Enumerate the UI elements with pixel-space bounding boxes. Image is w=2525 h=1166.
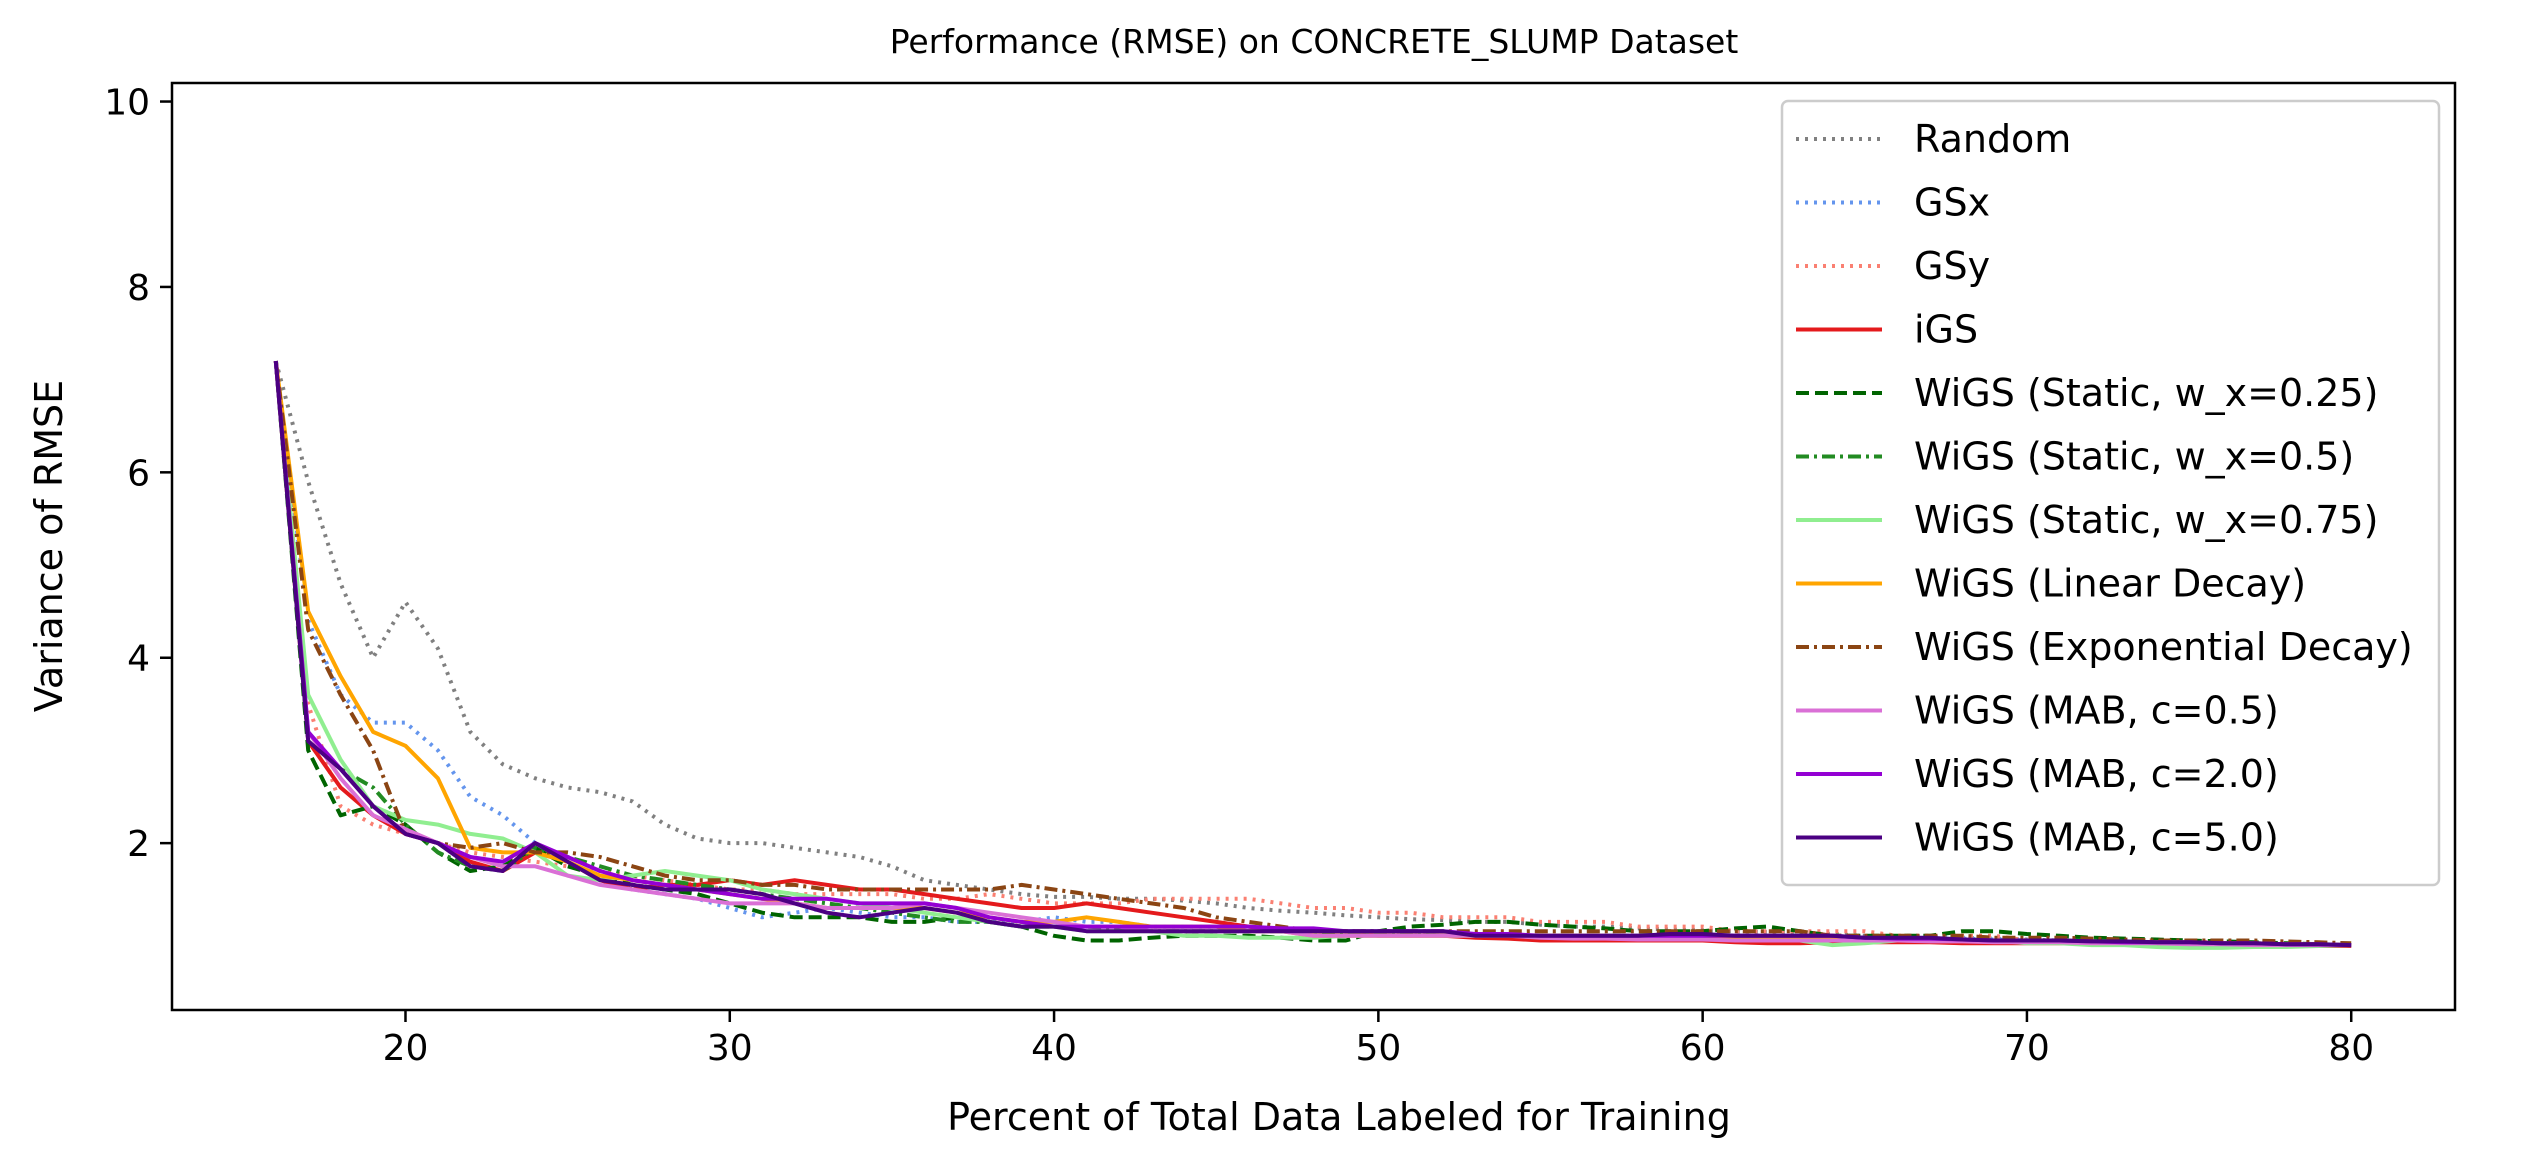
- y-tick-label: 10: [104, 83, 150, 124]
- y-tick-label: 8: [127, 268, 150, 309]
- legend-label: WiGS (Static, w_x=0.5): [1914, 435, 2354, 479]
- x-axis: 20 30 40 50 60 70 80: [383, 1010, 2374, 1069]
- series-line-0: [273, 360, 2352, 948]
- legend-label: WiGS (Linear Decay): [1914, 562, 2306, 606]
- y-tick-label: 2: [127, 824, 150, 865]
- plot-frame: [170, 81, 2457, 1012]
- y-tick-label: 4: [127, 639, 150, 680]
- legend-label: WiGS (Exponential Decay): [1914, 625, 2413, 669]
- legend-label: WiGS (MAB, c=5.0): [1914, 816, 2279, 860]
- x-tick-label: 30: [707, 1028, 753, 1069]
- y-axis-label: Variance of RMSE: [27, 380, 71, 712]
- legend-label: WiGS (Static, w_x=0.25): [1914, 371, 2378, 415]
- series-lines: [273, 360, 2352, 950]
- y-axis: 2 4 6 8 10: [104, 83, 172, 865]
- x-tick-label: 80: [2328, 1028, 2374, 1069]
- x-tick-label: 50: [1355, 1028, 1401, 1069]
- x-axis-label: Percent of Total Data Labeled for Traini…: [947, 1095, 1731, 1139]
- legend-label: iGS: [1914, 308, 1978, 352]
- x-tick-label: 60: [1680, 1028, 1726, 1069]
- y-tick-label: 6: [127, 453, 150, 494]
- legend-label: GSx: [1914, 181, 1990, 225]
- legend-label: WiGS (Static, w_x=0.75): [1914, 498, 2378, 542]
- legend-label: Random: [1914, 117, 2071, 161]
- legend: Random GSx GSy iGS WiGS (Static, w_x=0.25) Wi…: [1780, 99, 2441, 887]
- chart-title: Performance (RMSE) on CONCRETE_SLUMP Dat…: [890, 22, 1739, 61]
- legend-label: GSy: [1914, 244, 1990, 288]
- series-line-11: [273, 360, 2352, 948]
- legend-label: WiGS (MAB, c=0.5): [1914, 689, 2279, 733]
- x-tick-label: 70: [2004, 1028, 2050, 1069]
- legend-box: [1780, 99, 2441, 887]
- x-tick-label: 40: [1031, 1028, 1077, 1069]
- plot-area: [170, 81, 2457, 1012]
- x-tick-label: 20: [383, 1028, 429, 1069]
- legend-label: WiGS (MAB, c=2.0): [1914, 752, 2279, 796]
- series-line-4: [273, 360, 2352, 948]
